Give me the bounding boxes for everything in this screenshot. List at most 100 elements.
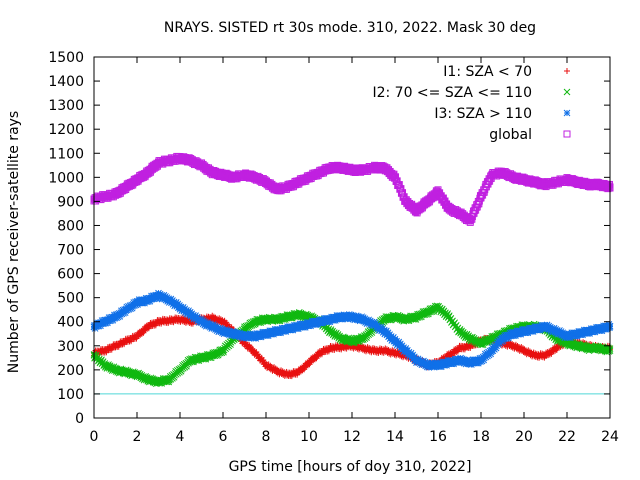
data-point	[445, 359, 453, 367]
x-tick-label: 14	[386, 429, 404, 445]
data-point	[391, 337, 399, 345]
data-point	[241, 340, 248, 347]
chart-title: NRAYS. SISTED rt 30s mode. 310, 2022. Ma…	[164, 20, 536, 36]
data-point	[553, 345, 560, 352]
data-point	[348, 313, 356, 321]
x-tick-label: 10	[300, 429, 318, 445]
legend: I1: SZA < 70 I2: 70 <= SZA <= 110 I3: SZA …	[372, 64, 571, 143]
y-tick-label: 800	[57, 218, 84, 234]
series-4-band	[90, 152, 614, 226]
data-point	[456, 345, 463, 352]
data-point	[251, 332, 259, 340]
data-point	[380, 328, 388, 335]
x-tick-label: 20	[515, 429, 533, 445]
y-tick-label: 100	[57, 387, 84, 403]
series-4	[90, 152, 614, 226]
y-tick-label: 0	[75, 411, 84, 427]
legend-marker-2	[563, 88, 571, 96]
data-point	[209, 315, 216, 322]
data-point	[574, 330, 582, 338]
data-point	[542, 323, 549, 330]
data-point	[144, 296, 152, 304]
y-tick-label: 900	[57, 194, 84, 210]
data-point	[359, 315, 367, 323]
data-point	[316, 350, 323, 357]
data-point	[123, 337, 130, 344]
legend-label-2: I2: 70 <= SZA <= 110	[372, 85, 532, 101]
data-point	[208, 323, 216, 330]
y-tick-label: 500	[57, 291, 84, 307]
data-point	[166, 317, 173, 324]
y-tick-label: 400	[57, 315, 84, 331]
data-point	[155, 318, 162, 325]
x-tick-label: 6	[219, 429, 228, 445]
data-point	[112, 313, 119, 321]
data-point	[402, 347, 410, 354]
data-point	[499, 335, 506, 342]
data-point	[531, 325, 539, 333]
data-point	[521, 347, 527, 354]
data-point	[294, 323, 302, 330]
data-point	[370, 347, 377, 354]
legend-label-3: I3: SZA > 110	[434, 106, 532, 122]
y-tick-label: 1500	[48, 50, 84, 66]
data-point	[370, 320, 377, 328]
axes-layer: 0 2 4 6 8 10 12 14 16 18 20 22 240100200300400500600…	[48, 50, 619, 445]
y-tick-label: 1000	[48, 170, 84, 186]
legend-label-1: I1: SZA < 70	[443, 64, 532, 80]
data-point	[284, 371, 291, 378]
data-mark	[220, 348, 227, 356]
data-point	[477, 356, 485, 364]
x-tick-label: 12	[343, 429, 361, 445]
data-point	[230, 330, 238, 338]
data-point	[510, 342, 517, 349]
data-point	[488, 347, 496, 354]
data-point	[220, 318, 226, 325]
data-point	[295, 369, 302, 376]
data-point	[563, 332, 571, 340]
data-point	[198, 318, 205, 326]
data-point	[327, 345, 334, 352]
legend-marker-3	[563, 109, 571, 117]
data-point	[273, 328, 281, 335]
y-axis-label: Number of GPS receiver-satellite rays	[6, 111, 22, 373]
x-tick-label: 0	[90, 429, 99, 445]
data-point	[531, 352, 538, 359]
data-point	[155, 291, 162, 299]
data-point	[241, 332, 248, 340]
y-tick-label: 1100	[48, 146, 84, 162]
x-tick-label: 22	[558, 429, 576, 445]
series-layer	[90, 152, 614, 388]
data-point	[305, 320, 313, 328]
x-axis-label: GPS time [hours of doy 310, 2022]	[229, 459, 472, 475]
data-point	[252, 350, 259, 357]
data-point	[101, 318, 109, 326]
data-point	[585, 328, 592, 335]
x-tick-label: 8	[262, 429, 271, 445]
data-point	[101, 347, 108, 354]
y-tick-label: 1200	[48, 122, 84, 138]
x-tick-label: 2	[133, 429, 142, 445]
data-point	[413, 356, 420, 364]
data-point	[273, 368, 280, 375]
data-point	[144, 323, 151, 330]
y-tick-label: 1400	[48, 74, 84, 90]
data-point	[381, 347, 388, 354]
data-point	[165, 296, 173, 304]
data-point	[337, 313, 345, 321]
legend-marker-4	[563, 130, 571, 138]
data-point	[359, 345, 366, 352]
data-point	[466, 359, 474, 367]
data-point	[306, 359, 312, 366]
data-point	[316, 318, 324, 326]
legend-marker-1	[564, 68, 570, 74]
data-point	[134, 333, 140, 340]
y-tick-label: 1300	[48, 98, 84, 114]
y-tick-label: 600	[57, 267, 84, 283]
plot-frame	[93, 56, 611, 419]
x-tick-label: 24	[601, 429, 619, 445]
data-point	[262, 330, 270, 338]
data-point	[509, 330, 517, 338]
data-point	[392, 350, 398, 357]
